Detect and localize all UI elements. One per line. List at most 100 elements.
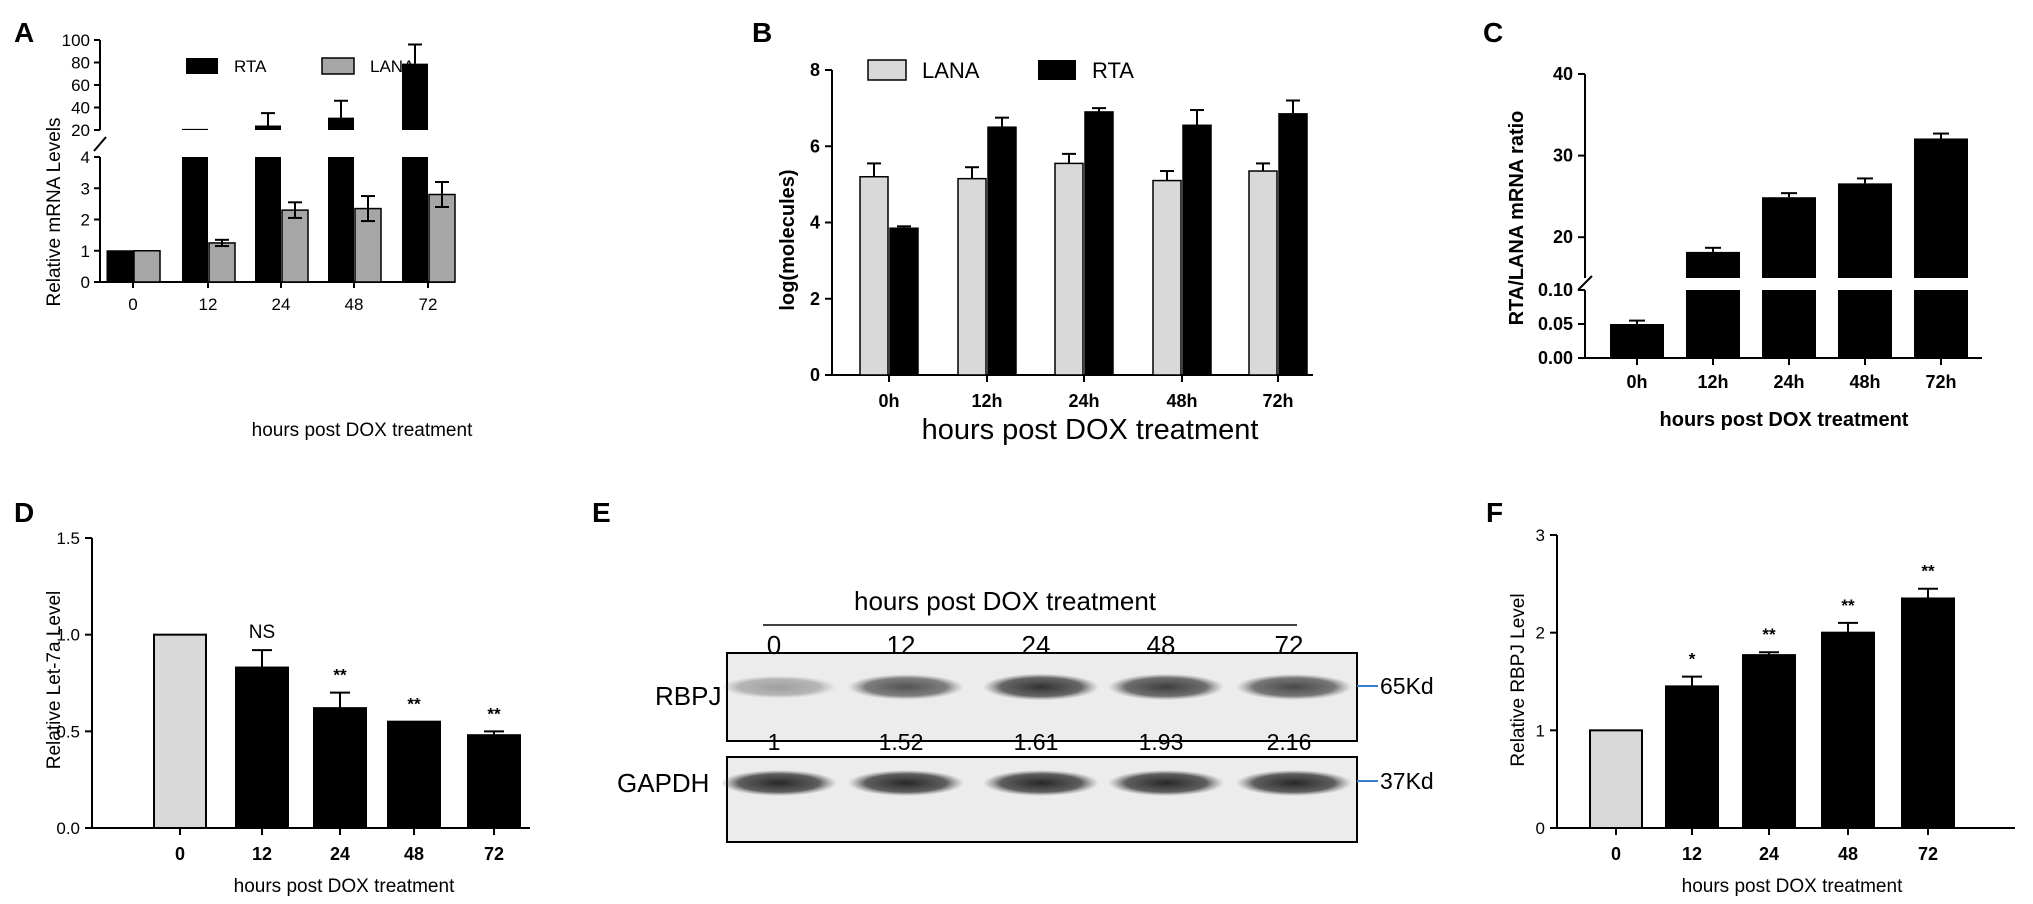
a-xtick-label: 48 xyxy=(345,295,364,314)
d-xtick-label: 72 xyxy=(484,844,504,864)
b-legend-label-rta: RTA xyxy=(1092,58,1134,83)
d-bar xyxy=(153,633,207,830)
blot-quant-value: 2.16 xyxy=(1267,729,1312,755)
a-legend-label-rta: RTA xyxy=(234,57,267,76)
d-annotation: NS xyxy=(249,622,275,643)
c-bar xyxy=(1838,290,1892,358)
b-legend-label-lana: LANA xyxy=(922,58,980,83)
blot-lane-label: 0 xyxy=(767,630,781,660)
panel-b-ylabel: log(molecules) xyxy=(777,169,799,310)
b-bar-lana xyxy=(957,177,987,376)
c-xtick-label: 72h xyxy=(1925,372,1956,392)
f-annotation: ** xyxy=(1762,625,1776,644)
a-ytick-label: 40 xyxy=(71,99,90,118)
a-bar-rta xyxy=(402,157,428,282)
a-ytick-label: 60 xyxy=(71,76,90,95)
blot-band-rbpj xyxy=(1108,673,1224,701)
panel-b-chart: 0 2 4 6 8 0h 12h 24h 48h 72h LANA RTA xyxy=(810,58,1313,411)
panel-letter-b: B xyxy=(752,17,772,48)
a-legend-swatch-rta xyxy=(186,58,218,74)
a-bar-lana xyxy=(208,242,236,283)
a-legend-swatch-lana xyxy=(321,57,355,75)
f-bar xyxy=(1665,685,1719,830)
panel-e-blot: hours post DOX treatment RBPJ GAPDH 65Kd… xyxy=(617,586,1434,843)
c-ytick-label: 0.10 xyxy=(1538,280,1573,300)
c-axis-break xyxy=(1577,275,1593,291)
blot-band-gapdh xyxy=(721,770,837,796)
blot-lane-label: 72 xyxy=(1275,630,1304,660)
blot-quant-value: 1.61 xyxy=(1014,729,1059,755)
blot-lanes: 0 12 24 48 72 1 1.52 1.61 1.93 2.16 xyxy=(721,630,1352,796)
b-ytick-label: 6 xyxy=(810,136,820,156)
blot-band-gapdh xyxy=(1236,770,1352,796)
blot-lane-label: 48 xyxy=(1147,630,1176,660)
c-xtick-label: 24h xyxy=(1773,372,1804,392)
a-ytick-label: 1 xyxy=(81,242,90,261)
c-bar-upper xyxy=(1914,138,1968,278)
blot-row-label-gapdh: GAPDH xyxy=(617,768,709,798)
blot-quant-value: 1.93 xyxy=(1139,729,1184,755)
a-xtick-label: 12 xyxy=(199,295,218,314)
f-ytick-label: 3 xyxy=(1536,526,1545,545)
b-xtick-label: 48h xyxy=(1166,391,1197,411)
b-xtick-label: 12h xyxy=(971,391,1002,411)
f-bar xyxy=(1589,729,1643,829)
d-ytick-label: 1.0 xyxy=(56,626,80,645)
b-legend-swatch-lana xyxy=(867,59,907,81)
b-bar-rta xyxy=(1084,111,1114,376)
d-ytick-label: 0.0 xyxy=(56,819,80,838)
c-bar-upper xyxy=(1838,183,1892,278)
f-xtick-label: 48 xyxy=(1838,844,1858,864)
f-xtick-label: 24 xyxy=(1759,844,1779,864)
b-legend-swatch-rta xyxy=(1038,60,1076,80)
blot-row-label-rbpj: RBPJ xyxy=(655,681,721,711)
panel-letter-a: A xyxy=(14,17,34,48)
b-bar-rta xyxy=(987,126,1017,376)
b-ytick-label: 2 xyxy=(810,289,820,309)
c-bar xyxy=(1914,290,1968,358)
a-ytick-label: 3 xyxy=(81,179,90,198)
panel-b-xlabel: hours post DOX treatment xyxy=(922,414,1259,446)
panel-f-xlabel: hours post DOX treatment xyxy=(1682,876,1903,897)
a-bar-rta-upper xyxy=(328,117,354,130)
c-xtick-label: 0h xyxy=(1626,372,1647,392)
a-ytick-label: 2 xyxy=(81,211,90,230)
d-bar xyxy=(313,707,367,830)
f-xtick-label: 12 xyxy=(1682,844,1702,864)
b-bar-lana xyxy=(1152,179,1182,376)
blot-title: hours post DOX treatment xyxy=(854,586,1157,616)
a-bar-rta xyxy=(255,157,281,282)
panel-f-ylabel: Relative RBPJ Level xyxy=(1508,593,1529,766)
d-bar xyxy=(235,666,289,829)
a-bar-lana xyxy=(281,209,309,283)
b-ytick-label: 0 xyxy=(810,365,820,385)
blot-band-rbpj xyxy=(983,673,1099,701)
blot-membrane-gapdh xyxy=(726,756,1358,843)
f-bar xyxy=(1821,631,1875,830)
c-bar-upper xyxy=(1686,251,1740,278)
d-ytick-label: 1.5 xyxy=(56,529,80,548)
b-bar-rta xyxy=(889,227,919,376)
blot-lane-label: 24 xyxy=(1022,630,1051,660)
b-bar-lana xyxy=(1248,170,1278,376)
f-ytick-label: 1 xyxy=(1536,721,1545,740)
panel-d-xlabel: hours post DOX treatment xyxy=(234,876,455,897)
c-bar xyxy=(1610,324,1664,358)
c-bar xyxy=(1762,290,1816,358)
a-ytick-label: 100 xyxy=(62,31,90,50)
blot-band-rbpj xyxy=(1236,674,1352,700)
a-bar-rta xyxy=(106,250,134,283)
d-annotation: ** xyxy=(407,695,421,714)
b-bar-lana xyxy=(1054,162,1084,376)
c-ytick-label: 0.05 xyxy=(1538,314,1573,334)
b-bar-rta xyxy=(1278,113,1308,376)
f-annotation: ** xyxy=(1841,596,1855,615)
panel-d-ylabel: Relative Let-7a Level xyxy=(44,591,65,770)
b-xtick-label: 24h xyxy=(1068,391,1099,411)
c-xtick-label: 48h xyxy=(1849,372,1880,392)
d-xtick-label: 24 xyxy=(330,844,350,864)
a-ytick-label: 80 xyxy=(71,54,90,73)
a-legend-label-lana: LANA xyxy=(370,57,415,76)
mw-label-65kd: 65Kd xyxy=(1380,673,1434,699)
